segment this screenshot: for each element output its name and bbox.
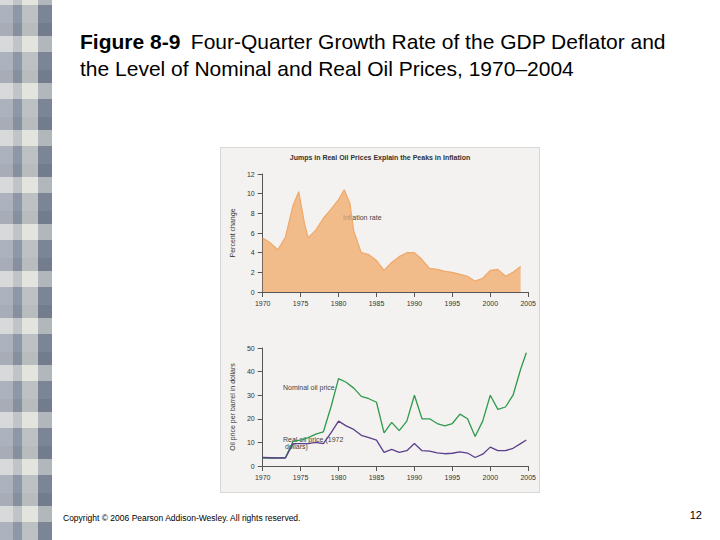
svg-text:2000: 2000 bbox=[482, 474, 498, 481]
svg-text:2: 2 bbox=[251, 269, 255, 276]
svg-text:Real oil price (1972: Real oil price (1972 bbox=[283, 436, 344, 443]
svg-text:2000: 2000 bbox=[482, 300, 498, 307]
svg-text:1985: 1985 bbox=[369, 474, 385, 481]
svg-text:Percent change: Percent change bbox=[229, 208, 237, 257]
svg-text:10: 10 bbox=[247, 439, 255, 446]
svg-text:1990: 1990 bbox=[407, 474, 423, 481]
svg-text:4: 4 bbox=[251, 249, 255, 256]
svg-text:1990: 1990 bbox=[407, 300, 423, 307]
html-text:12: 12 bbox=[689, 509, 702, 521]
svg-text:20: 20 bbox=[247, 415, 255, 422]
html-text:Figure 8-9 Four-Quarter Growth: Figure 8-9 Four-Quarter Growth Rate of t… bbox=[80, 30, 666, 80]
svg-text:1970: 1970 bbox=[255, 300, 271, 307]
svg-text:1970: 1970 bbox=[255, 474, 271, 481]
svg-text:12: 12 bbox=[247, 171, 255, 178]
svg-text:dollars): dollars) bbox=[283, 443, 308, 450]
svg-text:Jumps in Real Oil Prices Expla: Jumps in Real Oil Prices Explain the Pea… bbox=[290, 154, 471, 162]
svg-text:2005: 2005 bbox=[520, 300, 536, 307]
svg-text:2005: 2005 bbox=[520, 474, 536, 481]
svg-text:1975: 1975 bbox=[293, 300, 309, 307]
svg-text:6: 6 bbox=[251, 230, 255, 237]
svg-text:1980: 1980 bbox=[331, 300, 347, 307]
svg-text:1975: 1975 bbox=[293, 474, 309, 481]
svg-text:1995: 1995 bbox=[445, 474, 461, 481]
svg-text:30: 30 bbox=[247, 392, 255, 399]
svg-text:1980: 1980 bbox=[331, 474, 347, 481]
svg-text:50: 50 bbox=[247, 345, 255, 352]
html-text:Copyright © 2006 Pearson Addis: Copyright © 2006 Pearson Addison-Wesley.… bbox=[63, 513, 301, 523]
svg-text:1985: 1985 bbox=[369, 300, 385, 307]
svg-text:Oil price per barrel in dollar: Oil price per barrel in dollars bbox=[229, 363, 237, 451]
svg-text:1995: 1995 bbox=[445, 300, 461, 307]
svg-text:0: 0 bbox=[251, 289, 255, 296]
svg-text:40: 40 bbox=[247, 368, 255, 375]
svg-text:10: 10 bbox=[247, 190, 255, 197]
svg-text:8: 8 bbox=[251, 210, 255, 217]
svg-text:Inflation rate: Inflation rate bbox=[343, 214, 382, 221]
svg-text:0: 0 bbox=[251, 463, 255, 470]
svg-text:Nominal oil price: Nominal oil price bbox=[283, 384, 335, 392]
